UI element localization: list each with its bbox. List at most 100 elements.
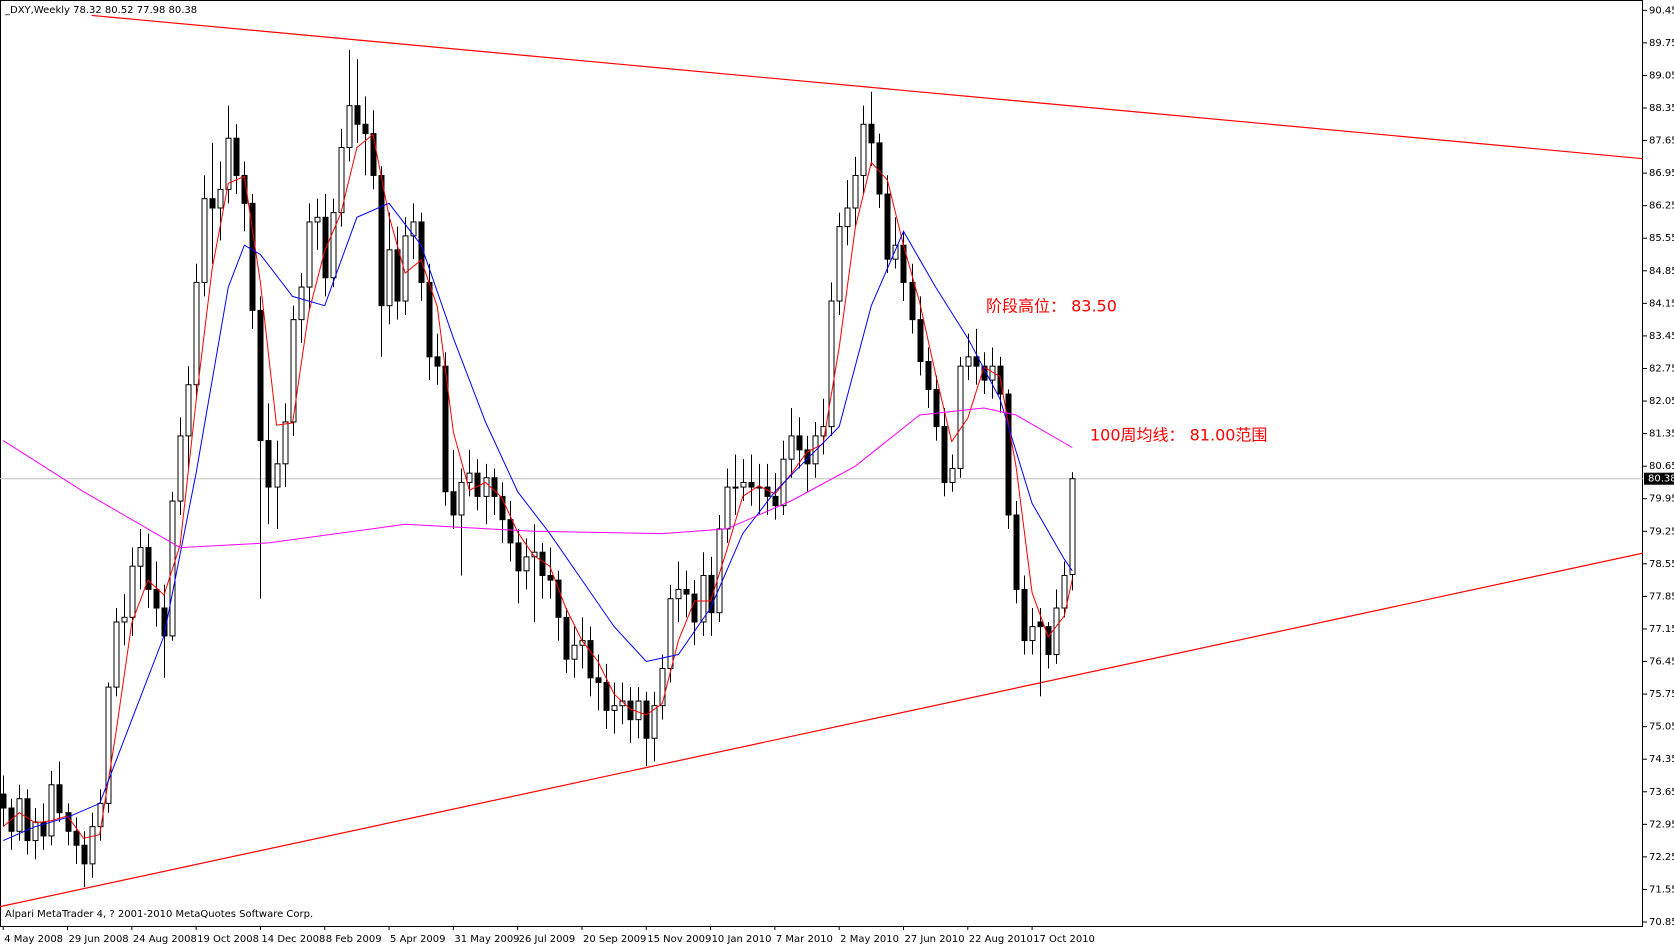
candle-body: [265, 440, 272, 488]
candle-body: [571, 644, 578, 660]
x-tick-label: 19 Oct 2008: [197, 934, 259, 945]
x-tick-label: 24 Aug 2008: [133, 934, 197, 945]
candle-body: [884, 193, 891, 260]
candle-body: [282, 421, 289, 465]
candle-body: [378, 174, 385, 307]
x-tick-label: 20 Sep 2009: [583, 934, 646, 945]
candle-body: [740, 481, 747, 488]
candle-body: [716, 528, 723, 614]
x-tick-label: 31 May 2009: [454, 934, 519, 945]
candle-body: [515, 542, 522, 572]
x-tick-label: 10 Jan 2010: [712, 934, 772, 945]
y-tick-label: 70.85: [1649, 917, 1674, 928]
y-tick-label: 89.75: [1649, 38, 1674, 49]
candle-body: [1029, 626, 1036, 642]
y-tick-label: 86.25: [1649, 201, 1674, 212]
candle-body: [81, 844, 88, 865]
credit: Alpari MetaTrader 4, ? 2001-2010 MetaQuo…: [5, 909, 313, 920]
candle-body: [386, 249, 393, 307]
candle-body: [97, 802, 104, 828]
x-tick-label: 7 Mar 2010: [776, 934, 833, 945]
candle-body: [121, 616, 128, 623]
candle-body: [330, 212, 337, 279]
candle-body: [651, 705, 658, 739]
candle-body: [257, 309, 264, 442]
x-tick-label: 5 Apr 2009: [390, 934, 445, 945]
ma-line: [3, 202, 1073, 842]
annotation: 100周均线： 81.00范围: [1090, 426, 1267, 445]
chart-title: _DXY,Weekly 78.32 80.52 77.98 80.38: [4, 5, 197, 16]
trendline: [91, 14, 1643, 160]
candle-body: [483, 477, 490, 497]
candle-body: [354, 105, 361, 125]
y-tick-label: 85.55: [1649, 233, 1674, 244]
x-tick-label: 14 Dec 2008: [261, 934, 325, 945]
candle-body: [611, 705, 618, 711]
y-tick-label: 78.55: [1649, 559, 1674, 570]
y-tick-label: 72.95: [1649, 819, 1674, 830]
y-tick-label: 82.75: [1649, 363, 1674, 374]
x-tick-label: 4 May 2008: [4, 934, 63, 945]
y-tick-label: 71.55: [1649, 884, 1674, 895]
x-tick-label: 8 Feb 2009: [326, 934, 382, 945]
candle-body: [274, 463, 281, 488]
candle-body: [852, 174, 859, 209]
candle-body: [105, 686, 112, 804]
y-tick-label: 73.65: [1649, 787, 1674, 798]
candle-body: [700, 574, 707, 623]
candle-body: [1045, 626, 1052, 656]
candle-body: [788, 435, 795, 460]
x-tick-label: 26 Jul 2009: [519, 934, 576, 945]
candle-body: [56, 784, 63, 814]
candle-body: [547, 574, 554, 581]
x-tick-label: 22 Aug 2010: [969, 934, 1033, 945]
candle-body: [507, 519, 514, 544]
candle-body: [764, 486, 771, 497]
plot-area: [0, 14, 1643, 908]
y-tick-label: 72.25: [1649, 852, 1674, 863]
y-tick-label: 89.05: [1649, 70, 1674, 81]
candle-body: [587, 640, 594, 679]
y-tick-label: 77.15: [1649, 624, 1674, 635]
candle-body: [876, 142, 883, 195]
candle-body: [748, 481, 755, 488]
candle-body: [563, 616, 570, 660]
candle-body: [129, 565, 136, 618]
candle-body: [346, 105, 353, 149]
candle-body: [973, 356, 980, 367]
last-price-label: 80.38: [1648, 474, 1674, 485]
candle-body: [1053, 607, 1060, 656]
last-price-box: [1644, 472, 1674, 485]
y-tick-label: 90.45: [1649, 5, 1674, 16]
candle-body: [65, 812, 72, 832]
candle-body: [724, 486, 731, 530]
candle-body: [0, 793, 7, 809]
y-tick-label: 82.05: [1649, 396, 1674, 407]
x-tick-label: 2 May 2010: [840, 934, 899, 945]
candle-body: [209, 198, 216, 209]
candle-body: [635, 700, 642, 721]
candle-body: [145, 547, 152, 590]
candle-body: [555, 579, 562, 618]
candle-body: [965, 356, 972, 367]
y-tick-label: 88.35: [1649, 103, 1674, 114]
y-tick-label: 83.45: [1649, 331, 1674, 342]
candle-body: [820, 426, 827, 437]
candle-body: [892, 244, 899, 260]
candle-body: [523, 556, 530, 572]
candle-body: [298, 286, 305, 321]
candle-body: [667, 598, 674, 669]
candle-body: [683, 588, 690, 595]
y-tick-label: 84.15: [1649, 298, 1674, 309]
candle-body: [249, 202, 256, 311]
y-tick-label: 75.05: [1649, 722, 1674, 733]
candle-body: [24, 798, 31, 842]
y-tick-label: 79.25: [1649, 526, 1674, 537]
candle-body: [708, 574, 715, 614]
candle-body: [450, 491, 457, 516]
candle-body: [1005, 393, 1012, 516]
y-tick-label: 81.35: [1649, 429, 1674, 440]
x-tick-label: 27 Jun 2010: [904, 934, 964, 945]
candle-body: [32, 821, 39, 842]
